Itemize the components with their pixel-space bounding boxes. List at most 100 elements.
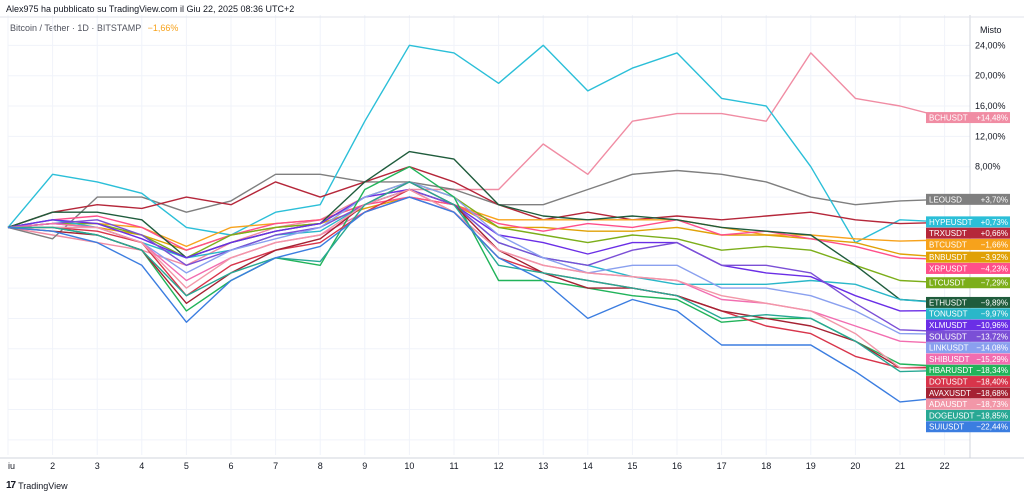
series-label-value: −22,44% (976, 423, 1008, 432)
series-label-name: DOTUSDT (929, 378, 968, 387)
series-label-name: HYPEUSDT (929, 218, 973, 227)
series-label-name: BTCUSDT (929, 240, 967, 249)
series-line-ltcusdt[interactable] (7, 181, 945, 284)
x-tick-label: 21 (895, 461, 905, 471)
series-label-value: −18,40% (976, 378, 1008, 387)
symbol-change: −1,66% (147, 23, 179, 33)
series-line-hbarusdt[interactable] (8, 165, 945, 368)
x-axis: iu 2 3 4 5 6 7 8 9 10 11 12 13 14 15 16 17 18 19 20 21 22 (8, 461, 950, 471)
series-label-value: −13,72% (976, 332, 1008, 341)
series-label-dotusdt: DOTUSDT −18,40% (926, 376, 1010, 388)
series-label-value: −14,08% (976, 344, 1008, 353)
series-label-value: −1,66% (981, 240, 1008, 249)
x-tick-label: 14 (583, 461, 593, 471)
series-label-trxusdt: TRXUSDT +0,66% (926, 227, 1010, 239)
series-label-name: SUIUSDT (929, 423, 964, 432)
series-label-value: −9,89% (981, 298, 1008, 307)
symbol-legend[interactable]: Bitcoin / Tether · 1D · BITSTAMP −1,66% (10, 23, 178, 33)
x-tick-label: iu (8, 461, 15, 471)
series-label-ltcusdt: LTCUSDT −7,29% (926, 277, 1010, 289)
series-line-leousd[interactable] (7, 169, 945, 240)
series-label-name: LTCUSDT (929, 279, 965, 288)
series-label-bg (926, 112, 1010, 124)
x-tick-label: 8 (318, 461, 323, 471)
series-label-bchusdt: BCHUSDT +14,48% (926, 112, 1010, 124)
series-label-bg (926, 216, 1010, 228)
series-label-leousd: LEOUSD +3,70% (926, 193, 1010, 205)
symbol-name: Bitcoin / Tether · 1D · BITSTAMP (10, 23, 142, 33)
x-tick-label: 19 (806, 461, 816, 471)
series-line-hypeusdt[interactable] (7, 44, 945, 244)
series-label-btcusdt: BTCUSDT −1,66% (926, 238, 1010, 250)
series-label-bg (926, 319, 1010, 331)
series-label-bg (926, 277, 1010, 289)
x-tick-label: 4 (139, 461, 144, 471)
series-labels: BCHUSDT +14,48% LEOUSD +3,70% HYPEUSDT +0,73%… (926, 112, 1010, 433)
x-tick-label: 6 (228, 461, 233, 471)
x-tick-label: 10 (404, 461, 414, 471)
x-tick-label: 5 (184, 461, 189, 471)
series-label-bg (926, 376, 1010, 388)
series-label-dogeusdt: DOGEUSDT −18,85% (926, 409, 1010, 421)
series-label-bg (926, 296, 1010, 308)
series-label-name: XLMUSDT (929, 321, 967, 330)
x-tick-label: 16 (672, 461, 682, 471)
series-label-xlmusdt: XLMUSDT −10,96% (926, 319, 1010, 331)
x-tick-label: 20 (850, 461, 860, 471)
tradingview-brand: TradingView (18, 480, 68, 491)
y-tick-label: 16,00% (975, 101, 1006, 111)
series-label-bg (926, 227, 1010, 239)
series-label-value: −9,97% (981, 310, 1008, 319)
x-tick-label: 22 (940, 461, 950, 471)
x-tick-label: 11 (449, 461, 458, 471)
series-line-solusdt[interactable] (7, 188, 945, 333)
series-line-suiusdt[interactable] (7, 196, 945, 403)
series-label-bg (926, 330, 1010, 342)
y-tick-label: 24,00% (975, 40, 1006, 50)
y-tick-label: 8,00% (975, 162, 1001, 172)
series-label-bg (926, 342, 1010, 354)
series-label-name: LINKUSDT (929, 344, 969, 353)
x-tick-label: 13 (538, 461, 548, 471)
series-line-adausdt[interactable] (8, 188, 945, 371)
series-label-value: −18,73% (976, 400, 1008, 409)
series-label-bg (926, 421, 1010, 433)
x-tick-label: 3 (95, 461, 100, 471)
series-label-name: XRPUSDT (929, 264, 967, 273)
series-label-value: −15,29% (976, 355, 1008, 364)
series-label-avaxusdt: AVAXUSDT −18,68% (926, 387, 1010, 399)
x-tick-label: 15 (627, 461, 637, 471)
series-label-value: −18,68% (976, 389, 1008, 398)
series-line-ethusdt[interactable] (7, 150, 945, 304)
series-label-hypeusdt: HYPEUSDT +0,73% (926, 216, 1010, 228)
series-label-bnbusdt: BNBUSDT −3,92% (926, 251, 1010, 263)
series-label-bg (926, 364, 1010, 376)
series-label-name: DOGEUSDT (929, 411, 974, 420)
scale-mode-label[interactable]: Misto (980, 25, 1002, 35)
series-line-xlmusdt[interactable] (7, 188, 945, 312)
tradingview-logo[interactable]: 17 TradingView (6, 480, 68, 491)
series-line-bchusdt[interactable] (7, 52, 945, 266)
series-line-avaxusdt[interactable] (7, 181, 945, 370)
series-label-xrpusdt: XRPUSDT −4,23% (926, 262, 1010, 274)
series-label-value: −7,29% (981, 279, 1008, 288)
series-label-value: −10,96% (976, 321, 1008, 330)
series-label-adausdt: ADAUSDT −18,73% (926, 398, 1010, 410)
series-label-value: +0,73% (981, 218, 1008, 227)
series-label-value: +0,66% (981, 229, 1008, 238)
y-axis: 24,00% 20,00% 16,00% 12,00% 8,00% (975, 40, 1006, 171)
series-label-bg (926, 238, 1010, 250)
series-label-name: AVAXUSDT (929, 389, 971, 398)
series-label-name: LEOUSD (929, 195, 962, 204)
series-label-solusdt: SOLUSDT −13,72% (926, 330, 1010, 342)
series-label-name: BNBUSDT (929, 253, 967, 262)
series-label-value: −18,34% (976, 366, 1008, 375)
series-label-bg (926, 398, 1010, 410)
x-tick-label: 9 (362, 461, 367, 471)
series-label-bg (926, 409, 1010, 421)
series-line-trxusdt[interactable] (7, 165, 945, 229)
series-line-linkusdt[interactable] (8, 181, 945, 335)
series-label-bg (926, 262, 1010, 274)
x-tick-label: 12 (494, 461, 504, 471)
